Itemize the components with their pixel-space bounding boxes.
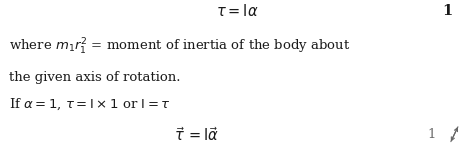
Text: where $m_1r_1^{2}$ = moment of inertia of the body about: where $m_1r_1^{2}$ = moment of inertia o… xyxy=(9,36,351,57)
Text: 1: 1 xyxy=(442,4,452,18)
Text: If $\alpha = 1$, $\tau = \mathrm{I} \times 1$ or $\mathrm{I} = \tau$: If $\alpha = 1$, $\tau = \mathrm{I} \tim… xyxy=(9,97,171,112)
Text: $\vec{\tau}\, = \mathrm{I}\vec{\alpha}$: $\vec{\tau}\, = \mathrm{I}\vec{\alpha}$ xyxy=(174,126,219,144)
Text: 1: 1 xyxy=(427,128,436,142)
Text: $\tau = \mathrm{I}\alpha$: $\tau = \mathrm{I}\alpha$ xyxy=(216,3,258,19)
Text: the given axis of rotation.: the given axis of rotation. xyxy=(9,71,181,83)
